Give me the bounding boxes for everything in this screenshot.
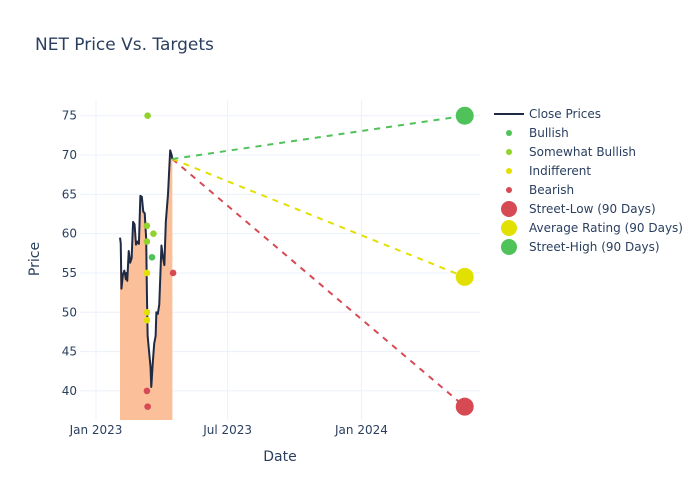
legend-label: Street-High (90 Days) [529, 240, 660, 254]
legend-item[interactable]: Street-Low (90 Days) [501, 201, 656, 217]
y-tick-label: 65 [62, 187, 77, 201]
legend-dot-swatch [506, 187, 512, 193]
rating-marker-indifferent [143, 308, 151, 316]
target-marker [455, 267, 474, 286]
rating-marker-bearish [144, 403, 151, 410]
legend-item[interactable]: Street-High (90 Days) [501, 239, 660, 255]
x-axis-title: Date [263, 449, 296, 465]
target-marker [455, 397, 474, 416]
legend-label: Close Prices [529, 107, 601, 121]
x-tick-label: Jan 2024 [334, 423, 388, 437]
rating-marker-somewhat-bullish [143, 238, 151, 245]
legend-item[interactable]: Average Rating (90 Days) [501, 220, 683, 236]
rating-markers [143, 106, 474, 416]
rating-marker-somewhat-bullish [150, 230, 157, 237]
y-tick-label: 60 [62, 227, 77, 241]
rating-marker-bearish [169, 269, 177, 277]
y-axis-title: Price [27, 242, 43, 276]
y-tick-label: 70 [62, 148, 77, 162]
legend-dot-swatch [506, 130, 512, 136]
y-tick-label: 50 [62, 305, 77, 319]
legend-dot-swatch [506, 149, 512, 155]
target-lines [171, 114, 466, 408]
legend-item[interactable]: Indifferent [506, 164, 591, 178]
legend-label: Street-Low (90 Days) [529, 202, 656, 216]
legend-big-dot-swatch [501, 239, 517, 255]
rating-marker-indifferent [143, 316, 151, 324]
legend-dot-swatch [506, 168, 512, 174]
rating-marker-bullish [148, 253, 156, 261]
rating-marker-somewhat-bullish [144, 112, 151, 120]
legend[interactable]: Close Prices Bullish Somewhat Bullish Indif… [494, 107, 683, 255]
legend-big-dot-swatch [501, 201, 517, 217]
legend-label: Average Rating (90 Days) [529, 221, 683, 235]
y-tick-label: 45 [62, 345, 77, 359]
rating-marker-bearish [143, 387, 151, 395]
legend-item[interactable]: Bearish [506, 183, 574, 197]
legend-big-dot-swatch [501, 220, 517, 236]
x-tick-label: Jan 2023 [69, 423, 123, 437]
x-tick-label: Jul 2023 [202, 423, 252, 437]
target-line [171, 158, 466, 278]
y-tick-label: 55 [62, 266, 77, 280]
legend-label: Bullish [529, 126, 569, 140]
target-line [172, 114, 465, 160]
x-axis-ticks: Jan 2023 Jul 2023 Jan 2024 [69, 423, 388, 437]
y-tick-label: 40 [62, 384, 77, 398]
legend-item[interactable]: Bullish [506, 126, 569, 140]
y-tick-label: 75 [62, 109, 77, 123]
chart-title: NET Price Vs. Targets [35, 35, 214, 55]
target-line [171, 158, 466, 408]
rating-marker-somewhat-bullish [143, 222, 151, 230]
legend-item[interactable]: Somewhat Bullish [506, 145, 636, 159]
legend-label: Somewhat Bullish [529, 145, 636, 159]
y-axis-ticks: 40 45 50 55 60 65 70 75 [62, 109, 77, 398]
legend-label: Indifferent [529, 164, 591, 178]
legend-item[interactable]: Close Prices [494, 107, 601, 121]
target-marker [455, 106, 474, 125]
legend-label: Bearish [529, 183, 574, 197]
rating-marker-indifferent [143, 269, 151, 277]
